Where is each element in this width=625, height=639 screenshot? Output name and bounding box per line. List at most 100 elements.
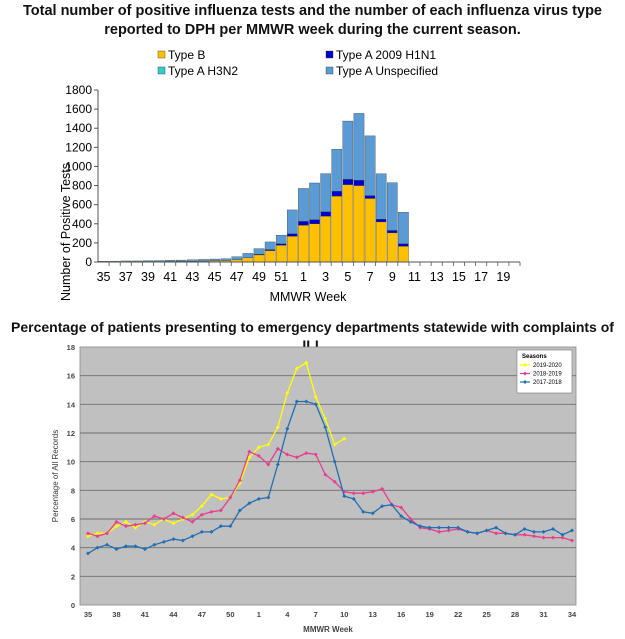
point-2017-2018 [361, 509, 366, 514]
bar-week-42-type-a-unspecified [176, 259, 187, 262]
point-2017-2018 [304, 399, 309, 404]
chart2-legend-label-2017-2018: 2017-2018 [533, 380, 562, 386]
point-2017-2018 [551, 527, 556, 532]
point-2017-2018 [503, 531, 508, 536]
point-2017-2018 [541, 529, 546, 534]
point-2017-2018 [275, 462, 280, 467]
point-2017-2018 [171, 537, 176, 542]
bar-week-5-type-a-unspecified [342, 120, 354, 180]
point-2018-2019 [199, 512, 204, 517]
chart1-x-tick-label: 13 [430, 270, 444, 284]
point-2018-2019 [266, 462, 271, 467]
bar-week-51-type-a-unspecified [275, 235, 287, 245]
point-2017-2018 [389, 502, 394, 507]
point-2018-2019 [446, 528, 451, 533]
chart2-x-tick-label: 25 [482, 610, 490, 619]
chart1-y-tick-label: 0 [85, 255, 92, 269]
point-2017-2018 [256, 496, 261, 501]
point-2017-2018 [437, 525, 442, 530]
legend-swatch-type-b [157, 50, 166, 59]
point-2018-2019 [256, 453, 261, 458]
bar-week-41-type-a-unspecified [164, 260, 176, 262]
chart1-x-tick-label: 3 [322, 270, 329, 284]
chart2-x-tick-label: 31 [539, 610, 547, 619]
bar-week-52-type-b [287, 236, 298, 263]
bar-week-4-type-a-2009-h1n1 [331, 191, 343, 197]
bar-week-6-type-a-unspecified [353, 113, 365, 181]
bar-week-43-type-a-unspecified [187, 259, 198, 262]
point-2017-2018 [465, 529, 470, 534]
bar-week-50-type-b [264, 250, 276, 263]
bar-week-4-type-a-unspecified [331, 149, 343, 192]
bar-week-7-type-b [364, 198, 376, 263]
legend-swatch-type-a-h3n2 [157, 66, 166, 75]
chart1-x-tick-label: 41 [163, 270, 177, 284]
point-2017-2018 [484, 528, 489, 533]
chart1-title-line1: Total number of positive influenza tests… [22, 3, 602, 19]
point-2019-2020 [256, 445, 261, 450]
point-2019-2020 [171, 521, 176, 526]
chart1-x-tick-label: 11 [408, 270, 421, 284]
chart1-y-tick-label: 1600 [65, 102, 92, 116]
chart2-x-tick-label: 38 [112, 610, 120, 619]
point-2019-2020 [114, 524, 119, 529]
chart1-y-tick-label: 1400 [65, 121, 92, 135]
point-2017-2018 [399, 514, 404, 519]
point-2018-2019 [570, 538, 574, 543]
point-2017-2018 [513, 532, 518, 537]
bar-week-49-type-a-unspecified [253, 248, 265, 255]
line-2017-2018 [87, 400, 573, 554]
point-2017-2018 [104, 542, 109, 547]
point-2019-2020 [266, 442, 271, 447]
bar-week-7-type-a-unspecified [364, 135, 376, 196]
chart2-y-tick-label: 2 [71, 572, 75, 581]
bar-week-1-type-a-2009-h1n1 [298, 221, 309, 226]
chart2-x-tick-label: 1 [257, 610, 261, 619]
point-2018-2019 [218, 508, 223, 513]
point-2017-2018 [456, 525, 461, 530]
point-2017-2018 [427, 525, 432, 530]
point-2019-2020 [95, 531, 100, 536]
bar-week-48-type-a-unspecified [242, 253, 254, 258]
chart2-legend-marker-2017-2018 [523, 380, 527, 384]
chart2-x-tick-label: 50 [226, 610, 234, 619]
bar-week-6-type-b [353, 185, 365, 263]
bar-week-45-type-a-unspecified [209, 258, 220, 262]
point-2018-2019 [361, 491, 366, 496]
chart2-series-lines [86, 360, 574, 556]
chart2-y-tick-label: 4 [71, 544, 76, 553]
point-2018-2019 [104, 531, 109, 536]
chart1-x-tick-label: 35 [97, 270, 111, 284]
point-2017-2018 [237, 508, 242, 513]
chart2-x-tick-label: 34 [568, 610, 577, 619]
point-2018-2019 [142, 521, 147, 526]
point-2018-2019 [494, 531, 499, 536]
point-2017-2018 [351, 496, 356, 501]
chart1-y-tick-label: 400 [72, 217, 92, 231]
point-2018-2019 [133, 522, 138, 527]
chart2-legend-label-2019-2020: 2019-2020 [533, 363, 562, 369]
bar-week-8-type-b [375, 221, 387, 263]
point-2018-2019 [180, 515, 185, 520]
point-2017-2018 [133, 544, 138, 549]
point-2019-2020 [323, 416, 328, 421]
point-2018-2019 [351, 491, 356, 496]
point-2019-2020 [133, 525, 138, 530]
point-2019-2020 [332, 442, 337, 447]
chart2-x-tick-label: 41 [141, 610, 149, 619]
chart2-x-axis-label: MMWR Week [303, 625, 353, 634]
point-2018-2019 [114, 519, 119, 524]
bar-week-10-type-a-unspecified [398, 212, 409, 245]
point-2017-2018 [285, 426, 290, 431]
point-2017-2018 [570, 528, 574, 533]
chart2-x-tick-label: 22 [454, 610, 462, 619]
legend-label-type-b: Type B [168, 48, 205, 62]
chart2-y-tick-label: 0 [71, 601, 75, 610]
point-2017-2018 [123, 544, 128, 549]
point-2018-2019 [285, 452, 290, 457]
legend-swatch-type-a-2009-h1n1 [325, 50, 334, 59]
point-2018-2019 [95, 534, 100, 539]
positive-tests-bar-chart: Type B Type A 2009 H1N1 Type A H3N2 Type A … [59, 48, 521, 304]
bar-week-48-type-b [242, 257, 254, 263]
chart2-y-tick-label: 6 [71, 515, 75, 524]
